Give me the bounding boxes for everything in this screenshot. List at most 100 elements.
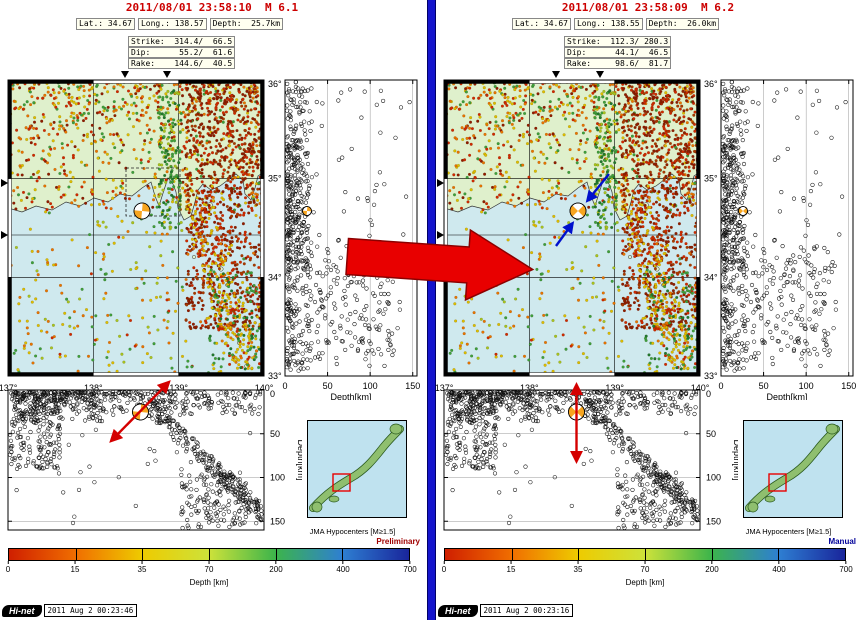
epicenter-map: 137° 138° 139° 140°36°35°34°33°: [0, 79, 282, 393]
event-title: 2011/08/01 23:58:09 M 6.2: [561, 1, 735, 14]
focal-mechanism-beachball: [569, 202, 587, 220]
colorbar-ticks: 0 15 35 70 200 400 700: [6, 561, 417, 576]
dip-row: Dip: 55.2/ 61.6: [128, 47, 236, 58]
strike-row: Strike: 314.4/ 66.5: [128, 36, 236, 47]
colorbar-divider: [342, 549, 344, 560]
colorbar-tick: 0: [6, 561, 10, 574]
svg-text:34°: 34°: [268, 272, 282, 282]
depth-colorbar: 0 15 35 70 200 400 700 Depth [km]: [6, 548, 417, 587]
colorbar-ticks: 0 15 35 70 200 400 700: [442, 561, 853, 576]
plot-timestamp: 2011 Aug 2 00:23:46: [43, 604, 138, 617]
mechanism-table: Strike: 112.3/ 280.3 Dip: 44.1/ 46.5 Rak…: [564, 36, 672, 69]
depth-colorbar: 0 15 35 70 200 400 700 Depth [km]: [442, 548, 853, 587]
svg-text:100: 100: [363, 381, 378, 391]
colorbar-tick: 70: [641, 561, 649, 574]
epicenter-map: 137° 138° 139° 140°36°35°34°33°: [435, 79, 718, 393]
lat-value: Lat.: 34.67: [76, 18, 135, 30]
hypocenter-info-row: Lat.: 34.67 Long.: 138.57 Depth: 25.7km: [76, 18, 284, 30]
focal-mechanism-beachball: [133, 202, 151, 220]
depth-value: Depth: 26.0km: [645, 18, 720, 30]
rake-row: Rake: 98.6/ 81.7: [564, 58, 672, 69]
long-value: Long.: 138.57: [137, 18, 207, 30]
section-marker-icon: [1, 179, 8, 187]
rake-row: Rake: 144.6/ 40.5: [128, 58, 236, 69]
colorbar-tick: 15: [71, 561, 79, 574]
hinet-credit: Hi-net 2011 Aug 2 00:23:16: [438, 604, 574, 617]
japan-locator-inset: [307, 420, 407, 518]
catalog-caption: JMA Hypocenters [M≥1.5]: [745, 527, 832, 536]
dip-row: Dip: 44.1/ 46.5: [564, 47, 672, 58]
colorbar-divider: [275, 549, 277, 560]
mechanism-table: Strike: 314.4/ 66.5 Dip: 55.2/ 61.6 Rake…: [128, 36, 236, 69]
japan-locator-inset: [743, 420, 843, 518]
hypocenter-info-row: Lat.: 34.67 Long.: 138.55 Depth: 26.0km: [512, 18, 720, 30]
svg-text:137°: 137°: [0, 383, 18, 393]
event-title: 2011/08/01 23:58:10 M 6.1: [125, 1, 299, 14]
hypocenter-dots: [444, 80, 700, 375]
svg-text:50: 50: [270, 429, 280, 439]
section-hypocenters: [284, 80, 412, 373]
colorbar-tick: 70: [205, 561, 213, 574]
colorbar-divider: [711, 549, 713, 560]
colorbar-divider: [578, 549, 580, 560]
focal-mechanism-beachball: [568, 403, 585, 421]
study-region-box: [332, 473, 351, 492]
hinet-logo: Hi-net: [2, 604, 42, 617]
section-marker-icon: [552, 71, 560, 78]
svg-text:50: 50: [323, 381, 333, 391]
solution-status-label: Manual: [828, 537, 856, 546]
long-value: Long.: 138.55: [573, 18, 643, 30]
strike-row: Strike: 112.3/ 280.3: [564, 36, 672, 47]
colorbar-tick: 400: [772, 561, 786, 574]
panel-manual: 2011/08/01 23:58:09 M 6.2 Lat.: 34.67 Lo…: [435, 0, 860, 620]
section-marker-icon: [1, 231, 8, 239]
hinet-credit: Hi-net 2011 Aug 2 00:23:46: [2, 604, 138, 617]
colorbar-divider: [75, 549, 77, 560]
colorbar-divider: [511, 549, 513, 560]
colorbar-tick: 0: [442, 561, 446, 574]
svg-text:150: 150: [405, 381, 420, 391]
hypocenter-dots: [8, 80, 264, 375]
section-marker-icon: [437, 179, 444, 187]
svg-text:0: 0: [270, 389, 275, 399]
section-marker-icon: [596, 71, 604, 78]
panel-divider: [427, 0, 436, 620]
colorbar-divider: [142, 549, 144, 560]
svg-text:140°: 140°: [255, 383, 274, 393]
colorbar-tick: 400: [336, 561, 350, 574]
svg-text:139°: 139°: [169, 383, 188, 393]
hinet-logo: Hi-net: [438, 604, 478, 617]
colorbar-tick: 35: [574, 561, 582, 574]
colorbar-gradient: [444, 548, 846, 561]
svg-text:35°: 35°: [268, 174, 282, 184]
colorbar-tick: 200: [705, 561, 719, 574]
svg-text:Depth[km]: Depth[km]: [296, 439, 302, 480]
section-hypocenters: [444, 389, 700, 531]
section-marker-icon: [121, 71, 129, 78]
svg-text:33°: 33°: [268, 371, 282, 381]
lat-value: Lat.: 34.67: [512, 18, 571, 30]
svg-text:100: 100: [270, 473, 285, 483]
depth-value: Depth: 25.7km: [209, 18, 284, 30]
colorbar-divider: [645, 549, 646, 560]
catalog-caption: JMA Hypocenters [M≥1.5]: [309, 527, 396, 536]
solution-status-label: Preliminary: [376, 537, 420, 546]
focal-mechanism-beachball: [302, 206, 312, 216]
section-hypocenters: [8, 389, 264, 531]
svg-text:Depth[km]: Depth[km]: [330, 392, 371, 400]
colorbar-gradient: [8, 548, 410, 561]
colorbar-axis-label: Depth [km]: [625, 578, 665, 587]
colorbar-tick: 15: [507, 561, 515, 574]
colorbar-axis-label: Depth [km]: [189, 578, 229, 587]
focal-mechanism-beachball: [738, 206, 748, 216]
colorbar-tick: 200: [269, 561, 283, 574]
svg-text:150: 150: [270, 516, 285, 526]
section-marker-icon: [163, 71, 171, 78]
svg-text:138°: 138°: [84, 383, 103, 393]
panel-preliminary: 2011/08/01 23:58:10 M 6.1 Lat.: 34.67 Lo…: [0, 0, 424, 620]
section-hypocenters: [720, 80, 848, 373]
